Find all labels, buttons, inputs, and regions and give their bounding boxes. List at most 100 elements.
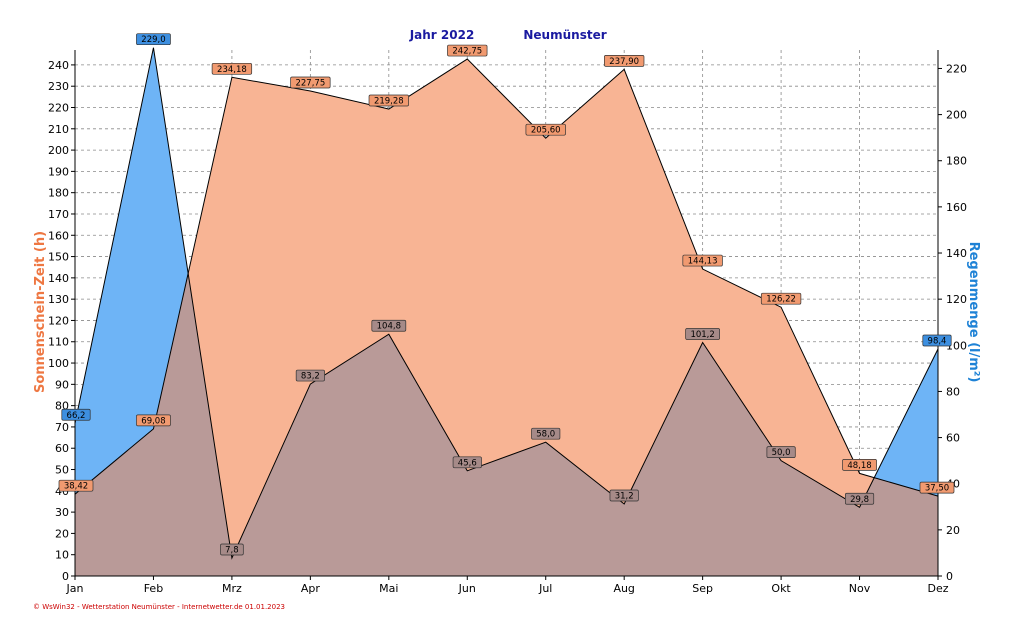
y-tick-label-right: 140 (946, 247, 967, 260)
data-label-sonnenschein-box (447, 44, 488, 57)
y-axis-right-title: Regenmenge (l/m²) (966, 242, 981, 383)
y-tick-label-left: 0 (62, 570, 69, 583)
data-label-regenmenge-text: 104,8 (377, 322, 401, 332)
x-tick-label: Aug (613, 582, 634, 595)
data-label-regenmenge: 45,6 (452, 456, 482, 468)
data-label-sonnenschein-box (136, 414, 171, 427)
data-label-sonnenschein: 234,18 (211, 62, 253, 75)
data-label-regenmenge-text: 58,0 (536, 430, 555, 440)
data-label-regenmenge-text: 66,2 (67, 411, 86, 421)
data-label-sonnenschein-text: 144,13 (688, 257, 718, 267)
x-tick-label: Jun (458, 582, 476, 595)
y-tick-label-left: 10 (55, 549, 69, 562)
y-tick-label-left: 100 (48, 357, 69, 370)
data-label-regenmenge-box (609, 489, 639, 502)
data-label-regenmenge-box (295, 369, 325, 382)
y-tick-label-left: 160 (48, 229, 69, 242)
data-label-sonnenschein-box (842, 459, 877, 471)
data-label-regenmenge: 50,0 (766, 446, 796, 458)
data-label-sonnenschein-box (58, 479, 94, 492)
x-tick-label: Jul (538, 582, 552, 595)
data-label-sonnenschein-box (604, 55, 645, 67)
data-label-sonnenschein-text: 234,18 (217, 65, 247, 75)
y-tick-label-left: 220 (48, 101, 69, 114)
data-label-sonnenschein-text: 37,50 (925, 484, 949, 494)
data-label-sonnenschein-box (682, 254, 723, 267)
y-tick-label-left: 210 (48, 123, 69, 136)
data-label-regenmenge: 29,8 (844, 492, 875, 505)
y-tick-label-right: 200 (946, 109, 967, 122)
y-tick-label-right: 220 (946, 62, 967, 75)
y-tick-label-right: 20 (946, 524, 960, 537)
series-line-sonnenschein (74, 58, 939, 497)
y-tick-label-left: 50 (55, 464, 69, 477)
x-tick-label: Apr (301, 582, 321, 595)
y-axis-left-title: Sonnenschein-Zeit (h) (33, 231, 48, 393)
data-label-regenmenge-text: 31,2 (615, 492, 634, 502)
data-label-regenmenge-text: 83,2 (301, 372, 320, 382)
data-label-regenmenge-text: 45,6 (458, 458, 477, 468)
y-tick-label-left: 200 (48, 144, 69, 157)
x-tick-label: Feb (144, 582, 163, 595)
x-tick-label: Okt (771, 582, 791, 595)
chart-title: Jahr 2022 (409, 28, 475, 42)
x-tick-label: Dez (927, 582, 948, 595)
data-label-sonnenschein-text: 227,75 (295, 78, 325, 88)
data-label-sonnenschein-text: 126,22 (766, 295, 796, 305)
data-label-sonnenschein-text: 237,90 (609, 57, 639, 67)
y-tick-label-left: 230 (48, 80, 69, 93)
y-tick-label-left: 150 (48, 251, 69, 264)
data-label-regenmenge: 101,2 (685, 328, 720, 340)
data-label-regenmenge-box (922, 334, 952, 347)
y-tick-label-left: 60 (55, 442, 69, 455)
data-label-sonnenschein-text: 219,28 (374, 97, 404, 107)
series-area-overlap (75, 273, 938, 576)
y-tick-label-left: 190 (48, 165, 69, 178)
y-tick-label-left: 170 (48, 208, 69, 221)
data-label-regenmenge-text: 50,0 (772, 448, 791, 458)
data-label-sonnenschein: 237,90 (604, 55, 645, 67)
data-label-regenmenge-text: 98,4 (928, 336, 947, 346)
y-tick-label-left: 110 (48, 336, 69, 349)
data-label-sonnenschein: 242,75 (447, 44, 488, 57)
y-tick-label-right: 0 (946, 570, 953, 583)
y-tick-label-left: 20 (55, 527, 69, 540)
data-label-regenmenge: 98,4 (922, 334, 952, 347)
chart-location: Neumünster (523, 28, 606, 42)
data-label-sonnenschein-box (290, 76, 331, 89)
y-tick-label-right: 120 (946, 293, 967, 306)
data-label-regenmenge: 229,0 (136, 33, 171, 46)
data-label-regenmenge: 66,2 (61, 408, 91, 421)
data-label-sonnenschein: 38,42 (58, 479, 94, 492)
data-label-regenmenge: 104,8 (371, 319, 407, 332)
x-tick-label: Nov (849, 582, 871, 595)
x-tick-label: Mai (379, 582, 398, 595)
data-label-regenmenge-box (136, 33, 171, 46)
data-label-sonnenschein: 227,75 (290, 76, 331, 89)
data-label-regenmenge-box (61, 408, 91, 421)
data-label-sonnenschein-box (760, 292, 802, 305)
data-label-regenmenge-text: 29,8 (850, 495, 869, 505)
data-label-sonnenschein: 37,50 (919, 481, 955, 494)
data-label-sonnenschein-text: 69,08 (141, 416, 165, 426)
data-label-regenmenge-text: 101,2 (690, 330, 714, 340)
x-tick-label: Sep (692, 582, 713, 595)
y-tick-label-right: 80 (946, 385, 960, 398)
data-label-regenmenge: 7,8 (220, 543, 244, 556)
y-tick-label-left: 120 (48, 314, 69, 327)
data-label-regenmenge-text: 7,8 (225, 546, 239, 556)
y-tick-label-left: 140 (48, 272, 69, 285)
y-tick-label-right: 180 (946, 155, 967, 168)
data-label-regenmenge-box (371, 319, 407, 332)
data-label-sonnenschein: 69,08 (136, 414, 171, 427)
data-label-sonnenschein-box (368, 94, 409, 107)
data-label-sonnenschein: 205,60 (525, 123, 566, 136)
data-label-sonnenschein: 144,13 (682, 254, 723, 267)
data-label-regenmenge-box (766, 446, 796, 458)
y-tick-label-right: 60 (946, 432, 960, 445)
y-tick-label-left: 70 (55, 421, 69, 434)
data-label-sonnenschein-text: 48,18 (847, 461, 871, 471)
footer-credit: © WsWin32 - Wetterstation Neumünster - I… (33, 603, 285, 611)
data-label-regenmenge: 31,2 (609, 489, 639, 502)
